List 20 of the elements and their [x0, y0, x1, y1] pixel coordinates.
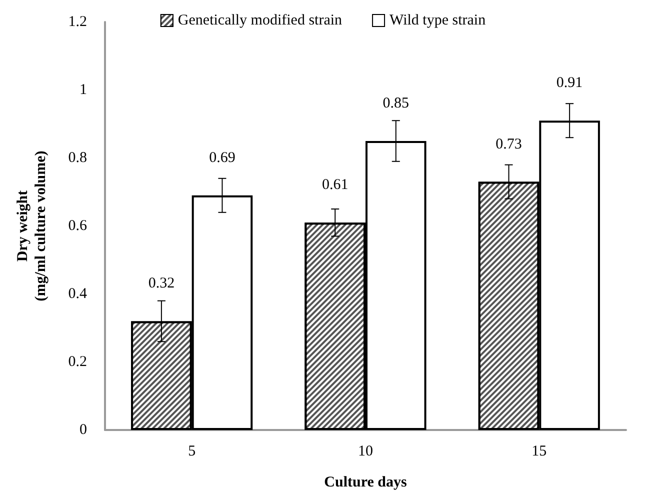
x-tick-label: 10	[358, 444, 373, 460]
data-label: 0.69	[209, 150, 236, 166]
x-axis-title: Culture days	[324, 474, 407, 490]
data-label: 0.91	[556, 75, 583, 92]
y-tick-label: 0.4	[68, 286, 88, 302]
y-axis-title: Dry weight (mg/ml culture volume)	[15, 150, 49, 302]
y-tick-label: 0.8	[68, 150, 87, 166]
data-label: 0.73	[496, 136, 522, 152]
data-label: 0.85	[382, 96, 410, 112]
x-tick-label: 5	[188, 444, 196, 460]
x-tick-label: 15	[532, 444, 547, 460]
y-tick-label: 0.2	[68, 354, 87, 370]
y-tick-label: 0.6	[68, 218, 88, 234]
y-tick-label: 0	[80, 422, 87, 438]
data-label: 0.61	[322, 177, 348, 194]
data-label: 0.32	[148, 276, 175, 292]
legend-label: Wild type strain	[390, 12, 486, 28]
y-tick-label: 1	[80, 82, 87, 98]
legend-label: Genetically modified strain	[178, 12, 343, 28]
y-tick-label: 1.2	[68, 14, 87, 30]
